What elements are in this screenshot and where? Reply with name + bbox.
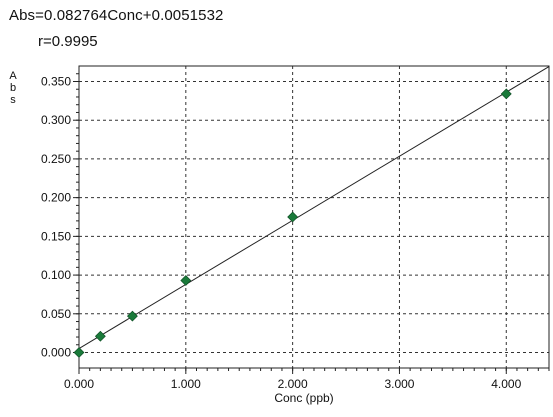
- y-tick-label: 0.300: [41, 113, 71, 127]
- y-axis-label-char: b: [9, 82, 17, 94]
- plot-area: [79, 66, 549, 368]
- y-tick-label: 0.000: [41, 346, 71, 360]
- x-tick-label: 3.000: [384, 377, 414, 391]
- y-tick-label: 0.250: [41, 152, 71, 166]
- regression-equation: Abs=0.082764Conc+0.0051532: [9, 7, 224, 24]
- x-tick-label: 0.000: [64, 377, 94, 391]
- y-tick-label: 0.050: [41, 307, 71, 321]
- x-tick-label: 4.000: [491, 377, 521, 391]
- data-point: [94, 330, 106, 342]
- data-point: [500, 88, 512, 100]
- data-point: [126, 310, 138, 322]
- y-tick-label: 0.150: [41, 229, 71, 243]
- y-axis-label-char: s: [10, 94, 16, 106]
- x-tick-label: 1.000: [171, 377, 201, 391]
- y-tick-label: 0.350: [41, 74, 71, 88]
- data-point: [180, 275, 192, 286]
- y-tick-label: 0.200: [41, 191, 71, 205]
- x-axis-label: Conc (ppb): [274, 391, 333, 405]
- data-point: [73, 347, 85, 358]
- y-tick-label: 0.100: [41, 268, 71, 282]
- y-axis-label-char: A: [9, 70, 17, 82]
- correlation-coefficient: r=0.9995: [38, 33, 98, 50]
- regression-line: [78, 66, 550, 349]
- x-tick-label: 2.000: [278, 377, 308, 391]
- plot-frame: [78, 65, 550, 369]
- data-point: [287, 211, 299, 223]
